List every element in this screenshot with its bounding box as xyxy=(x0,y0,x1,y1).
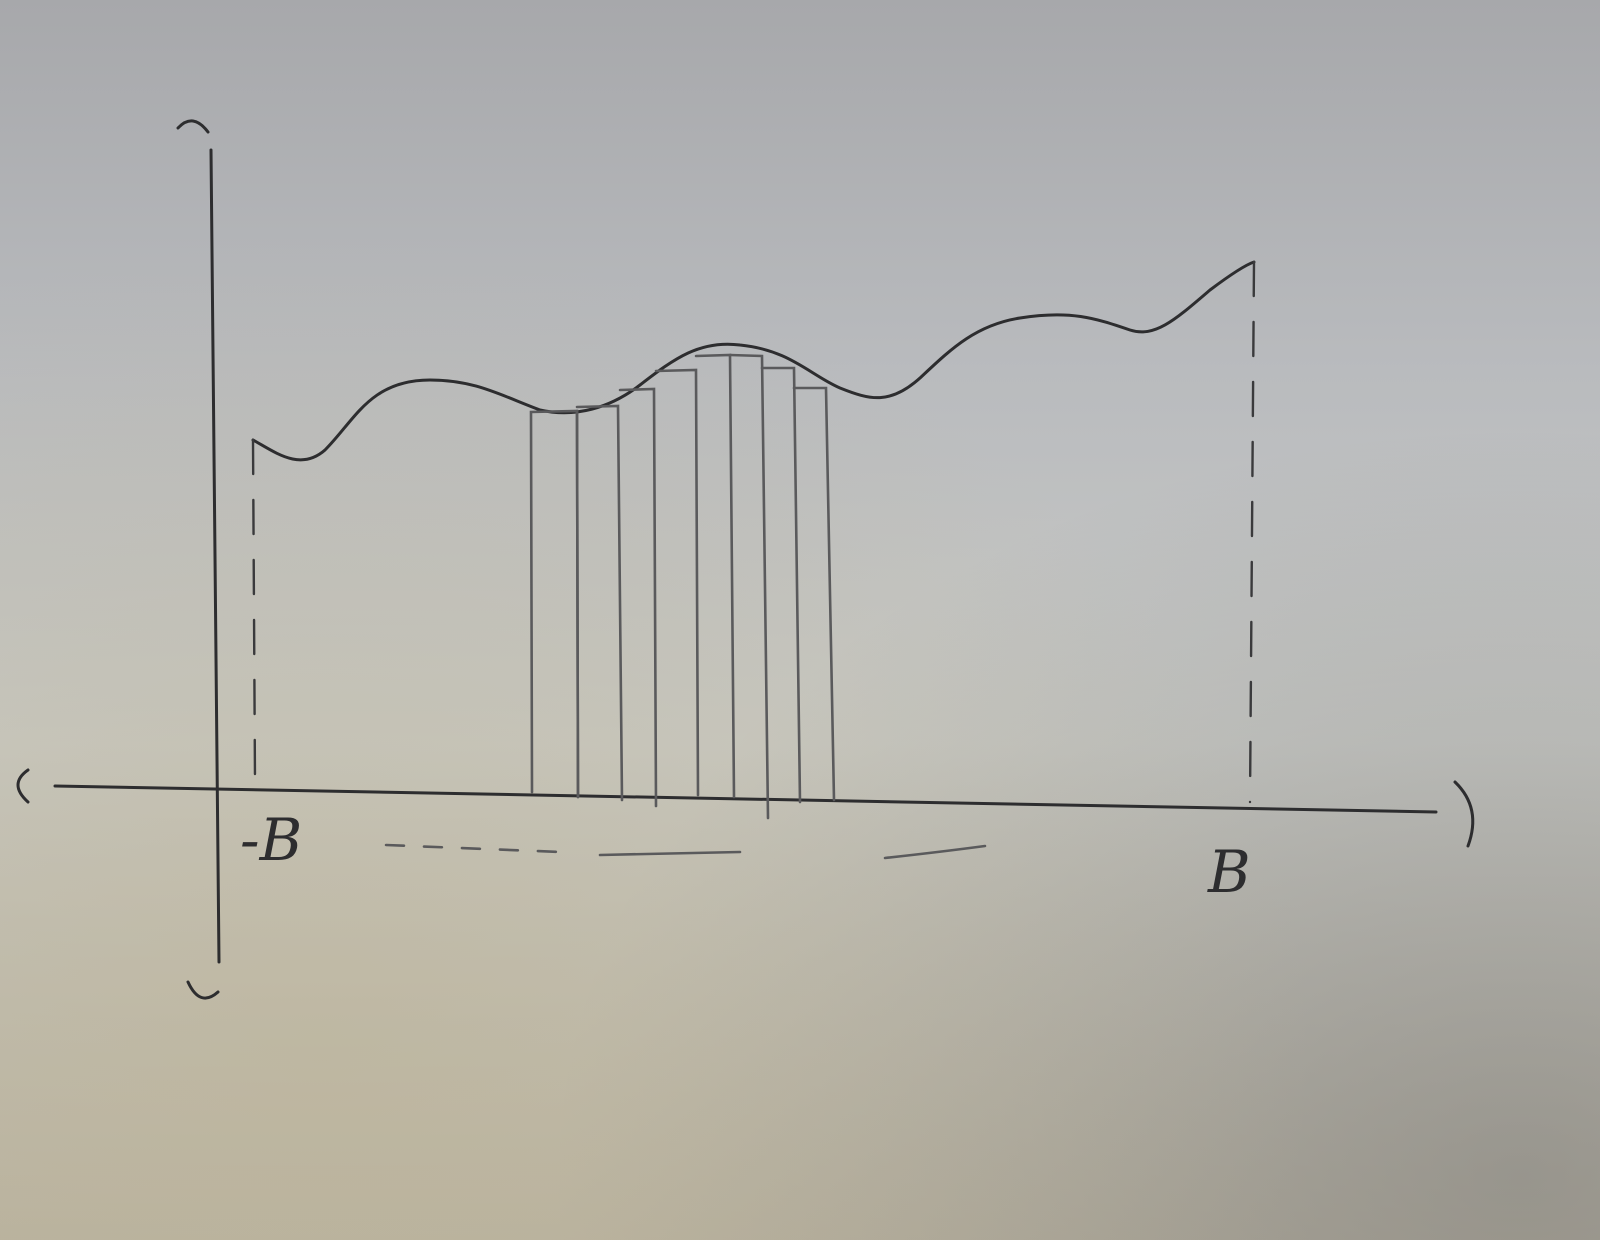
horizontal-axis-left-arrow xyxy=(16,768,30,804)
rect-4 xyxy=(618,387,658,808)
vertical-axis-top-arrow xyxy=(176,119,210,134)
rect-9 xyxy=(792,386,836,802)
riemann-rectangles xyxy=(529,353,836,820)
rect-6 xyxy=(694,353,736,799)
label-minus-b: -B xyxy=(240,806,302,874)
rect-5 xyxy=(654,368,700,797)
left-boundary-dashed-line xyxy=(251,438,257,784)
pencil-dash-line xyxy=(384,843,562,854)
rect-7 xyxy=(728,353,770,820)
right-boundary-dashed-line xyxy=(1248,260,1256,804)
rect-2 xyxy=(575,409,580,799)
vertical-axis xyxy=(209,148,221,964)
pencil-underline-right xyxy=(883,844,987,860)
rect-8 xyxy=(760,366,802,804)
rect-1 xyxy=(529,409,580,799)
horizontal-axis-right-arrow xyxy=(1453,780,1475,848)
label-b: B xyxy=(1207,838,1251,906)
function-curve xyxy=(251,260,1256,462)
rect-3 xyxy=(575,404,624,802)
horizontal-axis xyxy=(53,784,1438,814)
vertical-axis-bottom-arrow xyxy=(186,980,220,1000)
pencil-underline-mid xyxy=(598,850,742,857)
